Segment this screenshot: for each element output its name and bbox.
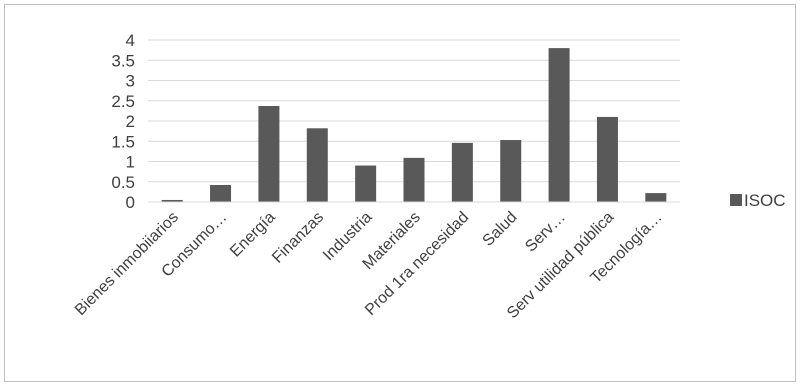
y-tick-label: 0.5: [111, 173, 135, 192]
bar: [355, 165, 377, 202]
legend-label: ISOC: [744, 191, 786, 210]
y-tick-label: 3.5: [111, 51, 135, 70]
bar-chart: 00.51 1.522.53 3.54 Bienes inmobiiariosCon…: [72, 31, 786, 322]
y-tick-label: 2: [126, 112, 135, 131]
bar: [645, 193, 667, 202]
y-tick-label: 0: [126, 193, 135, 212]
bar: [500, 140, 522, 202]
bar: [403, 157, 425, 202]
bar: [451, 142, 473, 202]
x-axis-labels: Bienes inmobiiariosConsumo…EnergíaFinanz…: [72, 209, 666, 322]
x-category-label: Finanzas: [269, 209, 327, 267]
legend: ISOC: [730, 191, 786, 210]
y-tick-label: 1: [126, 153, 135, 172]
bar: [548, 48, 570, 202]
bar: [306, 128, 328, 202]
bar: [161, 199, 183, 202]
gridlines: [148, 39, 680, 203]
bars: [161, 48, 667, 202]
y-tick-label: 1.5: [111, 132, 135, 151]
y-tick-label: 2.5: [111, 92, 135, 111]
y-tick-label: 3: [126, 72, 135, 91]
legend-swatch: [730, 194, 742, 206]
y-tick-label: 4: [126, 31, 135, 50]
x-category-label: Salud: [480, 209, 521, 250]
x-category-label: Serv…: [522, 209, 569, 256]
bar: [210, 184, 232, 202]
y-axis-ticks: 00.51 1.522.53 3.54: [111, 31, 135, 212]
bar: [258, 106, 280, 202]
bar: [596, 116, 618, 202]
chart-frame: 0 0.5 1 1.5 2 2.5 3 3.5 4 Bienes inmobiiarios Con…: [4, 4, 796, 382]
